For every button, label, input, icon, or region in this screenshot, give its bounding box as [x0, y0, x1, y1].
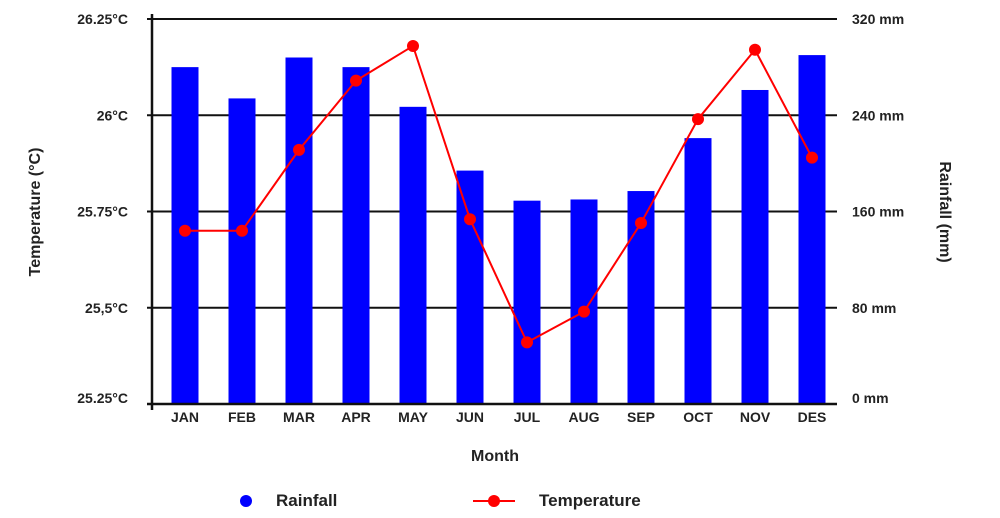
rainfall-bar-jun [456, 170, 484, 404]
x-axis-title: Month [471, 448, 519, 465]
legend-item-rainfall: Rainfall [240, 486, 337, 516]
rainfall-dot-icon [240, 495, 252, 507]
rainfall-bar-apr [342, 67, 370, 404]
climate-chart: 26.25°C 26°C 25.75°C 25,5°C 25.25°C 320 mm 24… [27, 11, 953, 465]
x-tick-label-mar: MAR [283, 409, 315, 425]
temperature-line-dot-icon [473, 495, 515, 507]
left-axis-tick-labels: 26.25°C 26°C 25.75°C 25,5°C 25.25°C [77, 11, 128, 406]
temperature-point-mar [293, 143, 305, 156]
left-tick-label: 26°C [97, 107, 128, 123]
right-tick-label: 160 mm [852, 204, 904, 220]
rainfall-bar-oct [684, 138, 712, 404]
temperature-point-sep [635, 217, 647, 230]
right-tick-label: 0 mm [852, 390, 889, 406]
gridlines [147, 18, 837, 309]
rainfall-bar-jul [513, 200, 541, 404]
x-tick-label-aug: AUG [568, 409, 599, 425]
right-axis-title: Rainfall (mm) [936, 161, 953, 262]
x-tick-label-jul: JUL [514, 409, 541, 425]
temperature-point-aug [578, 305, 590, 318]
temperature-polyline [185, 44, 813, 344]
x-tick-label-sep: SEP [627, 409, 655, 425]
left-axis-title: Temperature (°C) [27, 148, 44, 277]
rainfall-bar-aug [570, 199, 598, 404]
temperature-point-des [806, 151, 818, 164]
rainfall-bar-mar [285, 57, 313, 404]
x-tick-label-des: DES [798, 409, 827, 425]
x-tick-label-jan: JAN [171, 409, 199, 425]
temperature-point-may [407, 39, 419, 52]
right-tick-label: 320 mm [852, 11, 904, 27]
rainfall-bars [171, 55, 826, 404]
axes [147, 14, 837, 410]
x-tick-label-jun: JUN [456, 409, 484, 425]
x-tick-label-may: MAY [398, 409, 428, 425]
left-tick-label: 25.75°C [77, 204, 128, 220]
rainfall-bar-feb [228, 98, 256, 404]
rainfall-bar-des [798, 55, 826, 404]
right-tick-label: 80 mm [852, 300, 896, 316]
temperature-point-oct [692, 113, 704, 126]
right-tick-label: 240 mm [852, 107, 904, 123]
x-tick-label-apr: APR [341, 409, 371, 425]
legend: Rainfall Temperature [0, 486, 1000, 516]
legend-label-temperature: Temperature [539, 491, 641, 510]
left-tick-label: 25.25°C [77, 390, 128, 406]
rainfall-bar-nov [741, 89, 769, 404]
temperature-point-jun [464, 213, 476, 226]
x-axis-tick-labels: JAN FEB MAR APR MAY JUN JUL AUG SEP OCT NOV DES [171, 409, 826, 425]
temperature-point-jul [521, 336, 533, 349]
left-tick-label: 25,5°C [85, 300, 128, 316]
temperature-point-nov [749, 43, 761, 56]
legend-item-temperature: Temperature [473, 486, 641, 516]
right-axis-tick-labels: 320 mm 240 mm 160 mm 80 mm 0 mm [852, 11, 904, 406]
x-tick-label-feb: FEB [228, 409, 256, 425]
legend-label-rainfall: Rainfall [276, 491, 338, 510]
x-tick-label-nov: NOV [740, 409, 771, 425]
left-tick-label: 26.25°C [77, 11, 128, 27]
x-tick-label-oct: OCT [683, 409, 713, 425]
temperature-point-jan [179, 224, 191, 237]
temperature-point-apr [350, 74, 362, 87]
temperature-point-feb [236, 224, 248, 237]
rainfall-bar-may [399, 106, 427, 404]
temperature-line [179, 39, 818, 349]
